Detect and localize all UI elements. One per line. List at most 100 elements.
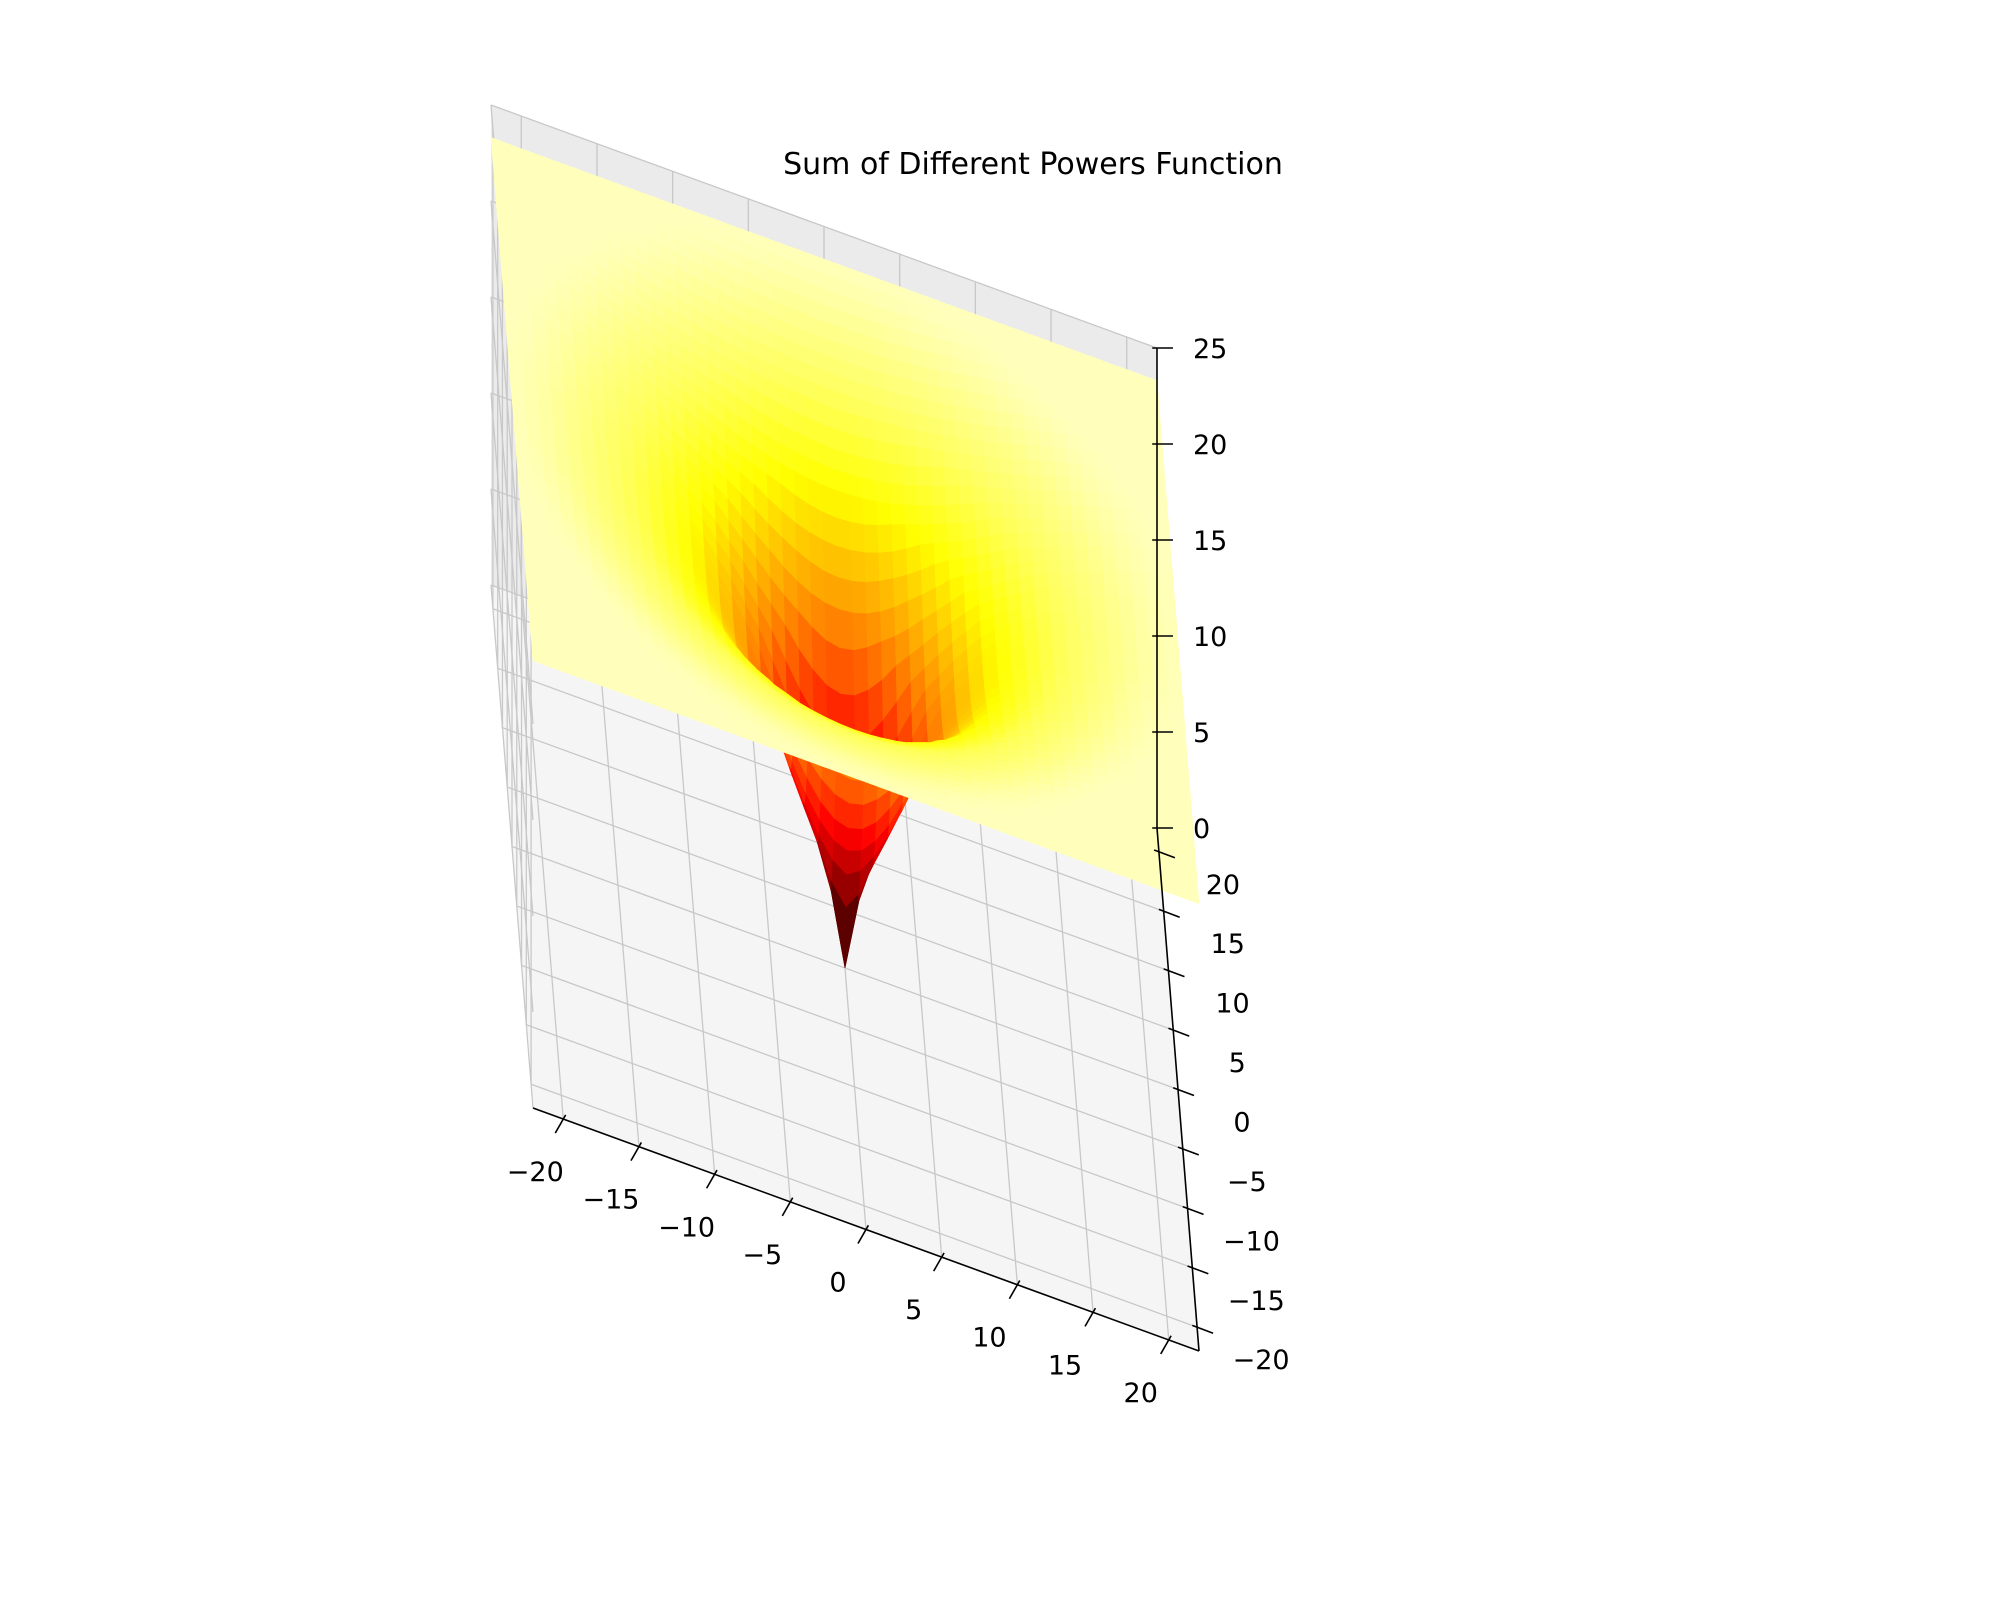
- surface-face: [1101, 545, 1117, 560]
- surface-face: [1113, 702, 1129, 713]
- y-tick-label-mark: [1168, 1027, 1190, 1037]
- surface-face: [1052, 432, 1069, 450]
- surface-face: [1070, 505, 1087, 520]
- surface-face: [1097, 683, 1114, 695]
- surface-face: [1091, 608, 1108, 622]
- surface-face: [880, 606, 896, 643]
- surface-face: [1142, 547, 1159, 562]
- surface-face: [930, 466, 946, 488]
- surface-face: [1077, 609, 1094, 623]
- surface-face: [998, 442, 1014, 460]
- surface-face: [947, 540, 964, 561]
- surface-face: [999, 473, 1016, 490]
- surface-face: [847, 827, 863, 851]
- surface-face: [1099, 702, 1116, 713]
- z-tick-label: 5: [1193, 718, 1210, 749]
- surface-face: [1096, 663, 1112, 676]
- surface-face: [997, 426, 1013, 445]
- surface-face: [952, 357, 968, 377]
- surface-face: [1103, 583, 1120, 598]
- surface-face: [1047, 573, 1063, 588]
- surface-face: [1089, 737, 1105, 746]
- surface-face: [1084, 693, 1101, 705]
- y-tick-label: 20: [1206, 870, 1240, 901]
- y-tick-label: −10: [1223, 1226, 1280, 1257]
- surface-face: [1107, 630, 1123, 644]
- surface-face: [1057, 519, 1074, 534]
- surface-face: [1033, 736, 1050, 745]
- x-tick-label-mark: [781, 1197, 794, 1217]
- surface-face: [931, 486, 947, 507]
- surface-face: [915, 446, 932, 468]
- surface-face: [1088, 729, 1104, 738]
- surface-face: [946, 522, 963, 543]
- surface-face: [1092, 620, 1109, 634]
- surface-face: [959, 485, 975, 505]
- surface-face: [928, 432, 945, 452]
- y-tick-label: −5: [1227, 1167, 1267, 1198]
- surface-face: [954, 405, 971, 425]
- surface-face: [1141, 701, 1157, 713]
- surface-face: [1031, 533, 1047, 548]
- surface-face: [860, 436, 876, 462]
- surface-face: [986, 487, 1003, 504]
- surface-face: [1085, 703, 1102, 714]
- surface-face: [972, 470, 988, 489]
- surface-face: [1097, 492, 1114, 508]
- surface-face: [889, 483, 906, 506]
- surface-face: [1122, 641, 1138, 654]
- surface-face: [1019, 729, 1035, 738]
- surface-face: [943, 451, 959, 470]
- surface-face: [959, 502, 976, 524]
- surface-face: [1098, 693, 1115, 704]
- surface-face: [1136, 651, 1153, 663]
- surface-face: [903, 484, 919, 507]
- surface-face: [1009, 397, 1025, 416]
- surface-face: [1083, 477, 1099, 494]
- surface-face: [1025, 444, 1042, 462]
- surface-face: [929, 448, 945, 468]
- surface-face: [1136, 640, 1152, 653]
- surface-face: [878, 551, 894, 582]
- surface-face: [1048, 744, 1064, 753]
- surface-face: [1124, 672, 1141, 684]
- surface-face: [1137, 661, 1154, 674]
- surface-face: [1075, 737, 1091, 746]
- surface-face: [1138, 672, 1155, 684]
- surface-face: [1084, 684, 1100, 696]
- surface-face: [951, 744, 967, 749]
- surface-face: [1105, 607, 1122, 621]
- surface-face: [1135, 629, 1151, 642]
- surface-face: [1089, 571, 1105, 586]
- surface-face: [849, 521, 866, 554]
- surface-face: [1024, 414, 1040, 432]
- surface-face: [976, 552, 992, 574]
- y-tick-label: −15: [1228, 1286, 1285, 1317]
- surface-face: [1088, 559, 1104, 574]
- floor-grid-y: [526, 1024, 1193, 1269]
- surface-face: [1061, 572, 1077, 587]
- surface-face: [1011, 428, 1027, 446]
- surface-face: [962, 555, 978, 576]
- surface-face: [988, 518, 1004, 537]
- surface-face: [1128, 533, 1144, 548]
- surface-face: [914, 430, 931, 450]
- x-tick-label: −5: [742, 1240, 782, 1271]
- surface-face: [1064, 621, 1081, 635]
- surface-face: [1114, 532, 1130, 547]
- surface-face: [1076, 584, 1092, 599]
- surface-face: [979, 742, 995, 749]
- surface-face: [1115, 719, 1131, 730]
- surface-face: [874, 460, 891, 484]
- x-tick-label: 20: [1124, 1378, 1158, 1409]
- surface-face: [877, 524, 893, 554]
- surface-face: [1052, 645, 1069, 659]
- surface-face: [1162, 618, 1178, 632]
- surface-face: [849, 778, 865, 805]
- surface-face: [1087, 545, 1103, 561]
- surface-face: [1076, 744, 1092, 754]
- surface-face: [1151, 661, 1168, 674]
- surface-face: [1014, 489, 1030, 506]
- surface-face: [902, 464, 919, 487]
- surface-face: [1110, 663, 1126, 675]
